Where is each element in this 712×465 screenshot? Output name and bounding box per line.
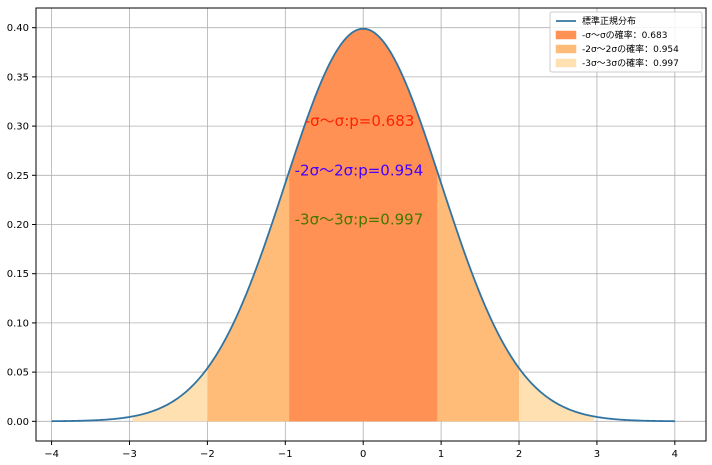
y-tick-label-1: 0.05 (7, 368, 29, 379)
x-tick-label-6: 2 (516, 449, 522, 460)
legend: 標準正規分布 -σ〜σの確率：0.683 -2σ〜2σの確率：0.954 -3σ〜3σ… (549, 11, 703, 73)
probability-bands (132, 28, 594, 422)
legend-entry-band-1-label: -2σ〜2σの確率：0.954 (582, 43, 679, 55)
legend-entry-band-1-swatch (555, 44, 577, 54)
legend-entry-band-2-swatch (555, 58, 577, 68)
y-tick-label-6: 0.30 (7, 122, 29, 133)
x-tick-label-1: −3 (122, 449, 137, 460)
y-tick-label-3: 0.15 (7, 269, 29, 280)
y-tick-label-5: 0.25 (7, 171, 29, 182)
y-tick-label-7: 0.35 (7, 72, 29, 83)
x-tick-label-8: 4 (672, 449, 678, 460)
annotation-1: -2σ〜2σ:p=0.954 (295, 161, 424, 179)
legend-entry-band-0-swatch (555, 30, 577, 40)
x-tick-label-7: 3 (594, 449, 600, 460)
annotations: -σ〜σ:p=0.683 -2σ〜2σ:p=0.954 -3σ〜3σ:p=0.997 (295, 112, 424, 228)
band-0 (289, 28, 438, 422)
axis-ticks: −4 −3 −2 −1 0 1 2 3 4 0.00 0.05 0.10 0.15 0.20 0.25 0.3… (7, 23, 678, 460)
legend-box (549, 11, 703, 73)
y-tick-label-2: 0.10 (7, 318, 29, 329)
y-tick-label-0: 0.00 (7, 417, 29, 428)
x-tick-label-4: 0 (360, 449, 366, 460)
x-tick-label-3: −1 (278, 449, 293, 460)
legend-entry-curve-label: 標準正規分布 (582, 15, 636, 27)
x-tick-label-5: 1 (438, 449, 444, 460)
legend-entry-band-0-label: -σ〜σの確率：0.683 (582, 29, 667, 41)
y-tick-label-8: 0.40 (7, 23, 29, 34)
x-tick-label-0: −4 (44, 449, 59, 460)
annotation-0: -σ〜σ:p=0.683 (305, 112, 415, 130)
legend-entry-band-2-label: -3σ〜3σの確率：0.997 (582, 57, 679, 69)
annotation-2: -3σ〜3σ:p=0.997 (295, 211, 424, 229)
y-tick-label-4: 0.20 (7, 220, 29, 231)
normal-curve-line (51, 27, 675, 423)
x-tick-label-2: −2 (200, 449, 215, 460)
